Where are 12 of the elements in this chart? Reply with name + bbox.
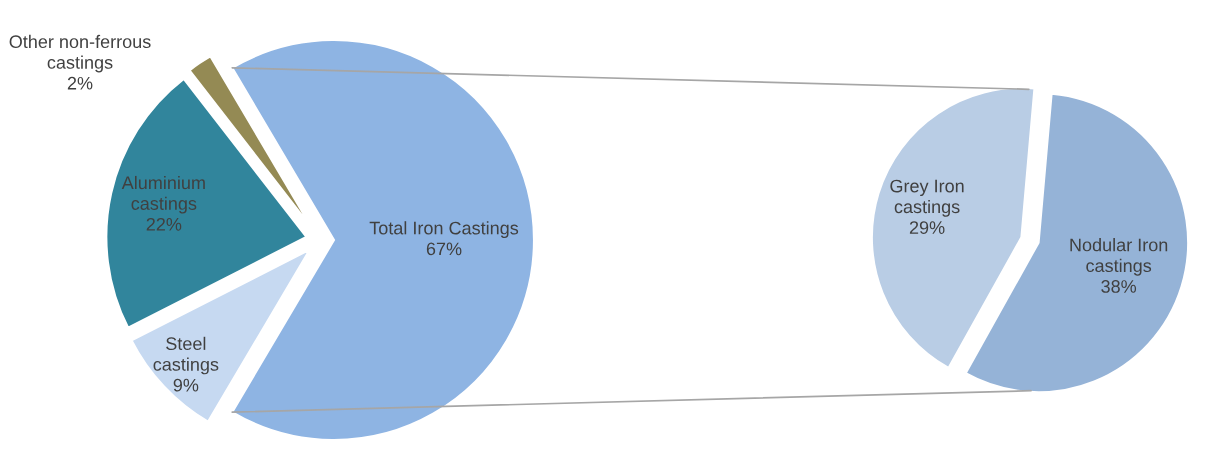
data-label: 2% bbox=[67, 76, 93, 90]
data-label: 22% bbox=[146, 217, 182, 231]
slice-label: Steel castings bbox=[153, 336, 219, 375]
slice-label: Aluminium castings bbox=[121, 175, 205, 214]
data-label: 29% bbox=[909, 221, 945, 234]
data-label: 67% bbox=[426, 242, 462, 256]
data-label: 38% bbox=[1101, 280, 1137, 293]
slice-label: Nodular Iron castings bbox=[1070, 238, 1168, 276]
slice-label: Grey Iron castings bbox=[890, 179, 964, 217]
data-label: 9% bbox=[173, 378, 199, 392]
slice-label: Total Iron Castings bbox=[369, 221, 519, 239]
slice-label: Other non-ferrous castings bbox=[9, 34, 151, 73]
